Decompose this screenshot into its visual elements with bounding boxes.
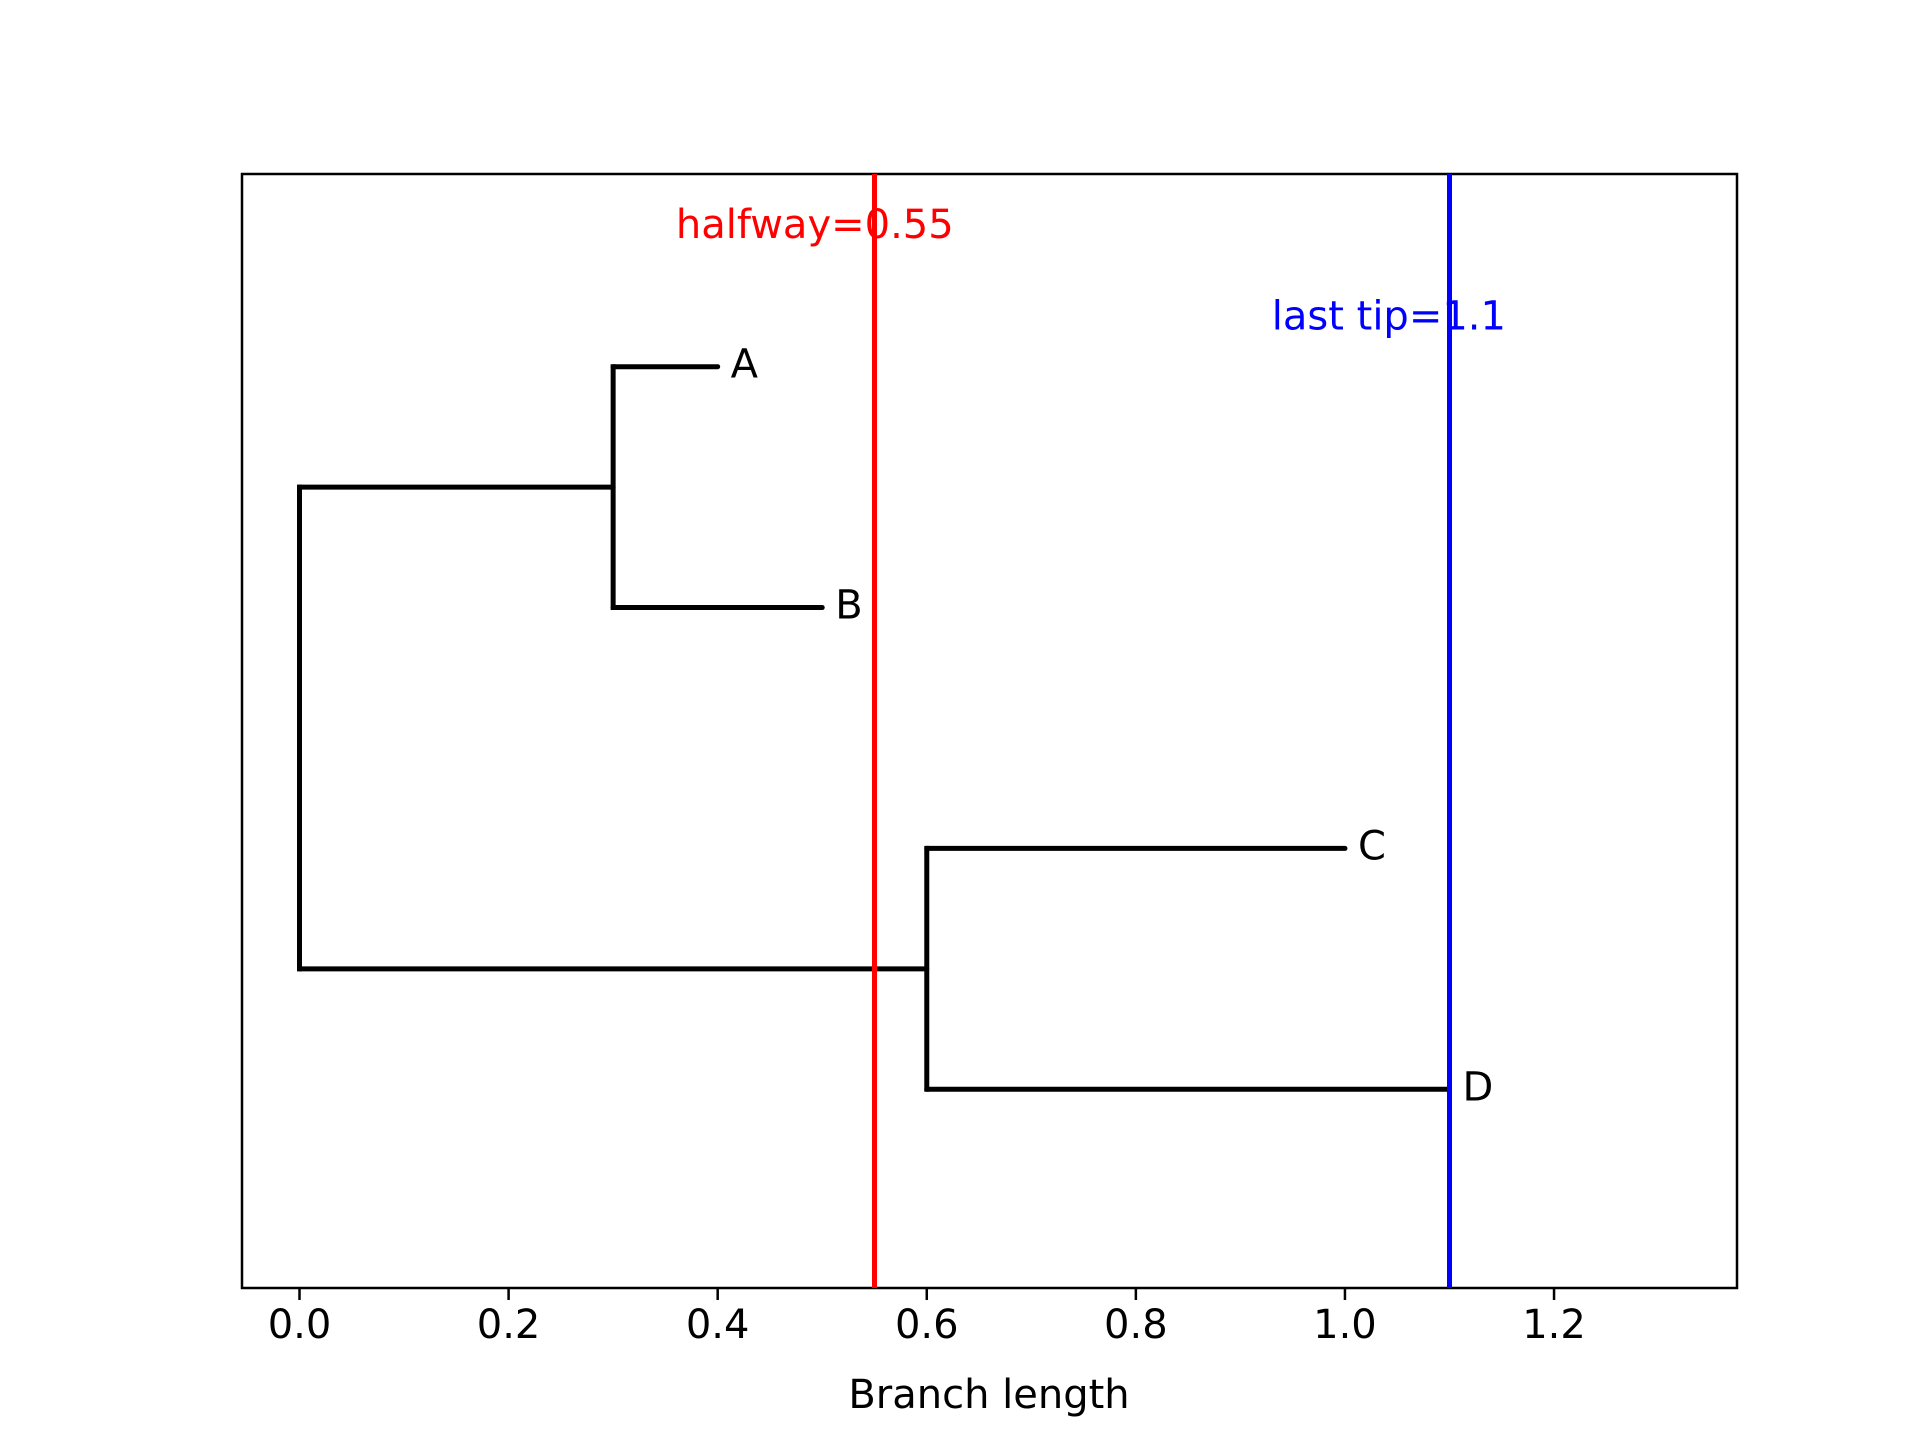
tip-label-a: A — [731, 342, 759, 388]
x-tick-label-2: 0.4 — [686, 1302, 750, 1348]
reference-line-label-1: last tip=1.1 — [1272, 294, 1506, 340]
x-tick-label-6: 1.2 — [1522, 1302, 1586, 1348]
x-tick-label-1: 0.2 — [477, 1302, 541, 1348]
tip-labels: A B C D — [731, 342, 1494, 1111]
x-tick-label-5: 1.0 — [1313, 1302, 1377, 1348]
plot-frame — [240, 172, 1739, 1290]
tip-label-d: D — [1463, 1064, 1494, 1110]
tip-label-c: C — [1358, 823, 1386, 869]
reference-lines: halfway=0.55 last tip=1.1 — [676, 174, 1506, 1288]
tip-label-b: B — [835, 583, 862, 629]
tree-branches — [297, 364, 1452, 1092]
x-tick-label-4: 0.8 — [1104, 1302, 1168, 1348]
x-axis-label: Branch length — [848, 1372, 1129, 1418]
reference-line-label-0: halfway=0.55 — [676, 202, 954, 248]
x-axis-ticks: 0.0 0.2 0.4 0.6 0.8 1.0 1.2 — [268, 1288, 1586, 1348]
x-tick-label-3: 0.6 — [895, 1302, 959, 1348]
x-tick-label-0: 0.0 — [268, 1302, 332, 1348]
